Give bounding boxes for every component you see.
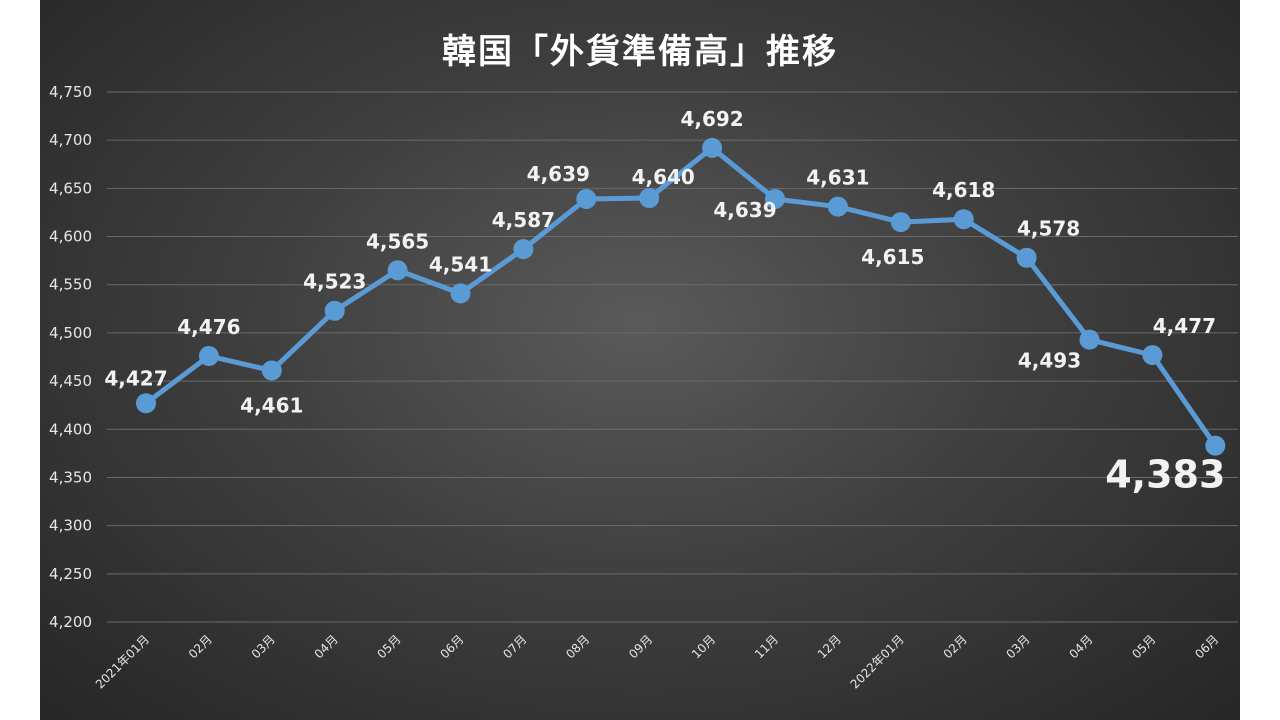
x-tick-label: 02月 [941,632,970,661]
data-points [136,137,1226,456]
y-tick-label: 4,200 [49,613,92,631]
x-tick-label: 07月 [500,632,529,661]
chart-title: 韓国「外貨準備高」推移 [442,32,838,72]
x-tick-label: 05月 [1129,632,1158,661]
data-point [1079,329,1100,350]
x-tick-label: 03月 [249,632,278,661]
x-tick-label: 10月 [689,632,718,661]
y-tick-label: 4,650 [49,179,92,197]
data-point [513,239,534,260]
x-tick-label: 11月 [752,632,781,661]
data-point [387,260,408,281]
data-label: 4,427 [104,366,167,390]
x-tick-label: 2022年01月 [848,632,907,691]
data-point [827,196,848,217]
data-label: 4,631 [806,166,869,190]
x-tick-label: 04月 [312,632,341,661]
data-point [890,212,911,233]
y-axis-ticks: 4,200 4,250 4,300 4,350 4,400 4,450 4,500 4,550… [49,83,92,631]
data-label: 4,461 [240,393,303,417]
x-tick-label: 12月 [815,632,844,661]
line-chart: 4,200 4,250 4,300 4,350 4,400 4,450 4,500 4,550… [49,83,1238,691]
y-tick-label: 4,400 [49,420,92,438]
chart-panel: 韓国「外貨準備高」推移 4,200 4,250 4,300 4,350 4,400 4,4… [40,0,1240,720]
data-label: 4,476 [177,315,240,339]
data-point [450,283,471,304]
y-tick-label: 4,600 [49,228,92,246]
data-label: 4,639 [713,198,776,222]
y-tick-label: 4,500 [49,324,92,342]
x-tick-label: 05月 [375,632,404,661]
data-label: 4,541 [429,252,492,276]
data-label: 4,618 [932,178,995,202]
data-label: 4,639 [527,162,590,186]
series-line-layer [144,145,1218,448]
y-tick-label: 4,350 [49,468,92,486]
data-label: 4,640 [632,165,695,189]
y-tick-label: 4,450 [49,372,92,390]
x-tick-label: 08月 [563,632,592,661]
data-point [953,209,974,230]
data-point [198,346,219,367]
x-axis-ticks: 2021年01月 02月 03月 04月 05月 06月 07月 08月 09月 10月 11月 12… [93,632,1222,691]
data-point [702,137,723,158]
data-label: 4,587 [492,208,555,232]
y-tick-label: 4,700 [49,131,92,149]
data-point [261,360,282,381]
gridlines [107,91,1238,623]
data-point [639,188,660,208]
x-tick-label: 02月 [186,632,215,661]
data-label: 4,578 [1017,217,1080,241]
data-label: 4,493 [1018,349,1081,373]
x-tick-label: 06月 [1192,632,1221,661]
data-label: 4,383 [1105,453,1225,497]
data-point [1142,345,1163,366]
data-label: 4,565 [366,229,429,253]
data-label: 4,523 [303,270,366,294]
x-tick-label: 04月 [1066,632,1095,661]
x-tick-label: 06月 [437,632,466,661]
x-tick-label: 09月 [626,632,655,661]
data-point [576,188,597,209]
data-point [136,393,156,414]
x-tick-label: 2021年01月 [93,632,152,691]
series-line [144,145,1218,448]
y-tick-label: 4,750 [49,83,92,101]
data-point [324,300,345,321]
data-label: 4,615 [861,245,924,269]
data-point [1205,435,1226,456]
x-tick-label: 03月 [1004,632,1033,661]
y-tick-label: 4,300 [49,517,92,535]
data-label: 4,477 [1153,314,1216,338]
data-label: 4,692 [680,107,743,131]
y-tick-label: 4,250 [49,565,92,583]
data-point [1016,247,1037,268]
data-point [765,188,785,209]
y-tick-label: 4,550 [49,276,92,294]
